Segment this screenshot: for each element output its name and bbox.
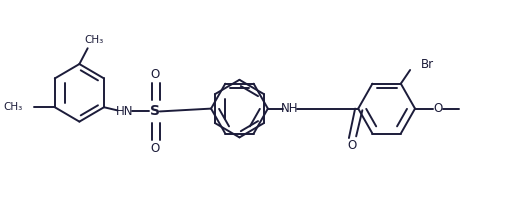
Text: Br: Br: [420, 58, 434, 71]
Text: O: O: [151, 68, 160, 81]
Text: S: S: [149, 104, 160, 118]
Text: HN: HN: [116, 105, 134, 118]
Text: O: O: [433, 102, 443, 115]
Text: CH₃: CH₃: [4, 102, 23, 112]
Text: O: O: [151, 142, 160, 155]
Text: O: O: [347, 139, 357, 152]
Text: NH: NH: [281, 102, 298, 115]
Text: CH₃: CH₃: [84, 35, 103, 45]
